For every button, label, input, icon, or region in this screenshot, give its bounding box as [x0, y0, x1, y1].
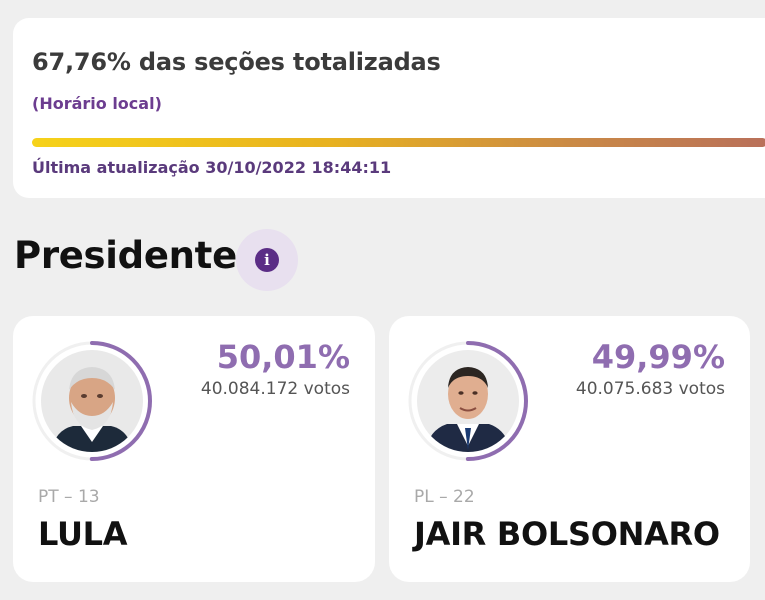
candidate-photo	[41, 350, 143, 452]
info-icon: i	[255, 248, 279, 272]
candidate-card-bolsonaro[interactable]: 49,99% 40.075.683 votos PL – 22 JAIR BOL…	[389, 316, 750, 582]
vote-share-ring	[32, 341, 152, 461]
candidate-photo	[417, 350, 519, 452]
candidate-name: JAIR BOLSONARO	[414, 515, 720, 553]
vote-percentage: 50,01%	[216, 338, 350, 376]
totalization-progress-bar	[32, 138, 765, 147]
vote-share-ring	[408, 341, 528, 461]
status-card: 67,76% das seções totalizadas (Horário l…	[13, 18, 765, 198]
last-update-text: Última atualização 30/10/2022 18:44:11	[32, 158, 392, 177]
info-button[interactable]: i	[236, 229, 298, 291]
vote-count: 40.075.683 votos	[575, 379, 725, 399]
party-number: PL – 22	[414, 487, 475, 507]
local-time-label: (Horário local)	[32, 94, 162, 113]
vote-percentage: 49,99%	[591, 338, 725, 376]
vote-count: 40.084.172 votos	[200, 379, 350, 399]
party-number: PT – 13	[38, 487, 100, 507]
section-title: Presidente	[14, 234, 237, 277]
candidate-name: LULA	[38, 515, 128, 553]
candidate-card-lula[interactable]: 50,01% 40.084.172 votos PT – 13 LULA	[13, 316, 375, 582]
totalized-sections-text: 67,76% das seções totalizadas	[32, 48, 441, 76]
